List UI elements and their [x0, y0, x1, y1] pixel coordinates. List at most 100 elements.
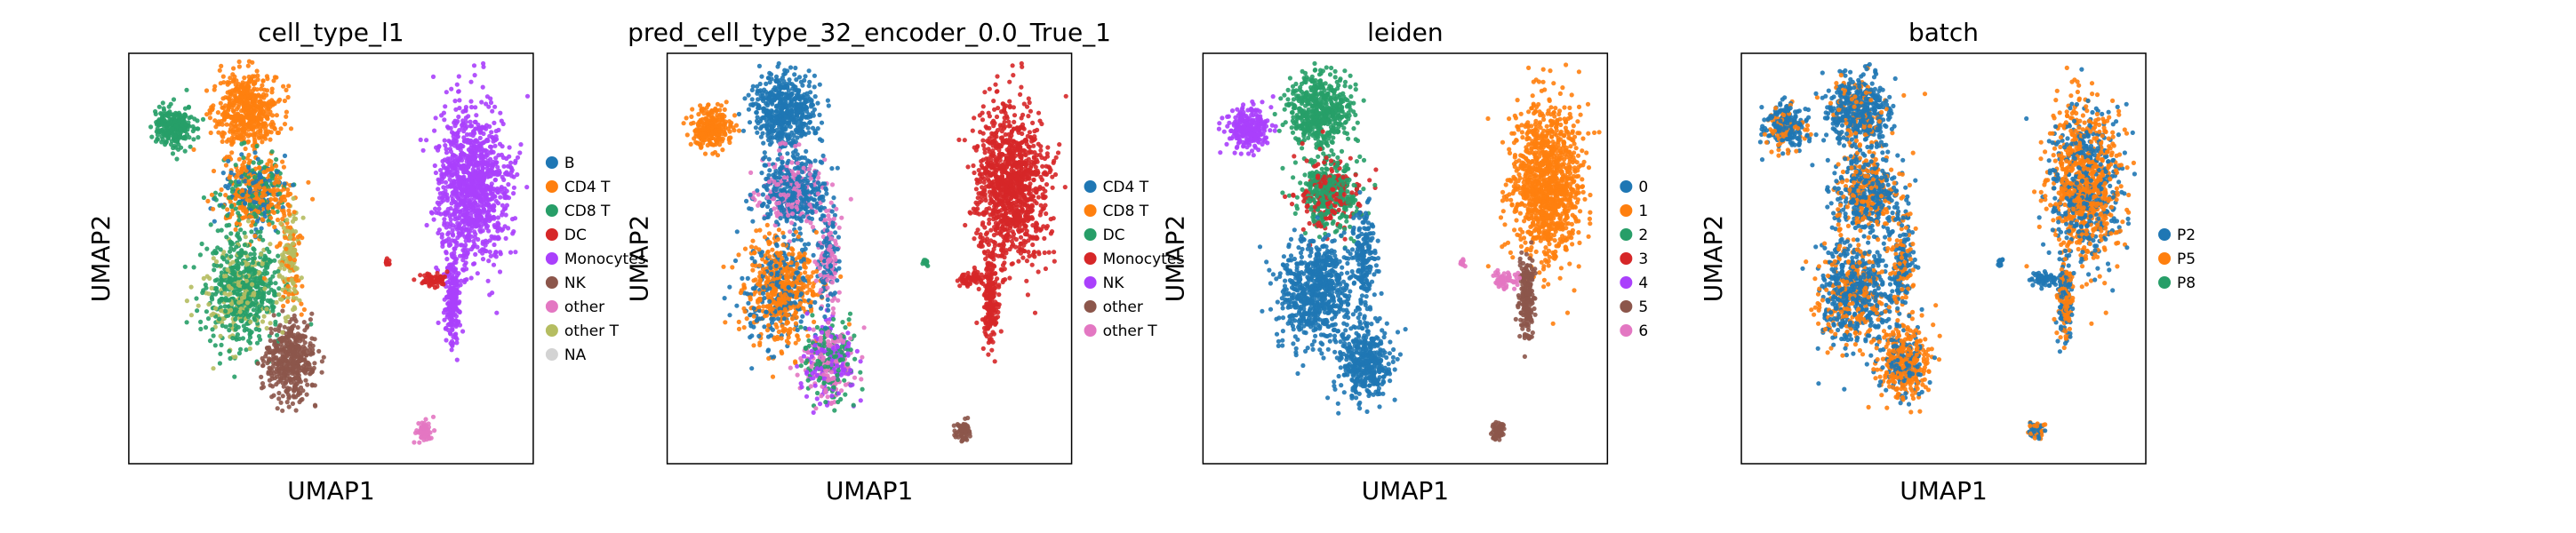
scatter-point: [481, 197, 486, 203]
scatter-point: [766, 156, 772, 162]
scatter-point: [218, 81, 223, 86]
scatter-point: [484, 101, 489, 107]
scatter-point: [222, 110, 228, 115]
scatter-point: [295, 325, 300, 330]
scatter-point: [485, 278, 491, 283]
scatter-point: [312, 383, 317, 388]
scatter-point: [252, 86, 257, 91]
scatter-point: [454, 185, 460, 190]
scatter-point: [233, 316, 238, 322]
scatter-point: [220, 255, 225, 260]
scatter-point: [277, 191, 283, 196]
scatter-point: [776, 131, 781, 137]
scatter-point: [422, 273, 428, 278]
scatter-point: [167, 109, 172, 115]
scatter-point: [497, 269, 503, 274]
scatter-point: [486, 208, 492, 213]
scatter-point: [283, 349, 289, 354]
scatter-point: [267, 281, 272, 286]
scatter-point: [817, 112, 822, 117]
scatter-point: [799, 121, 804, 126]
scatter-point: [245, 219, 252, 224]
scatter-point: [483, 248, 488, 254]
scatter-point: [296, 364, 301, 370]
scatter-point: [445, 232, 451, 237]
scatter-point: [292, 350, 297, 355]
scatter-point: [229, 98, 235, 103]
scatter-point: [204, 246, 210, 251]
scatter-point: [292, 210, 297, 215]
scatter-point: [198, 319, 204, 324]
scatter-point: [459, 227, 464, 232]
scatter-point: [255, 73, 260, 78]
scatter-point: [240, 192, 245, 197]
scatter-point: [209, 295, 214, 300]
scatter-point: [468, 192, 474, 198]
scatter-point: [826, 103, 831, 108]
scatter-point: [457, 106, 462, 111]
scatter-point: [759, 74, 764, 79]
scatter-point: [452, 137, 457, 142]
scatter-point: [228, 355, 233, 362]
scatter-point: [234, 123, 239, 129]
scatter-point: [281, 372, 286, 378]
scatter-point: [775, 64, 780, 69]
scatter-point: [506, 182, 511, 187]
scatter-point: [452, 246, 458, 251]
scatter-point: [714, 131, 719, 137]
scatter-point: [268, 137, 273, 142]
scatter-point: [723, 124, 728, 130]
scatter-point: [273, 281, 278, 286]
scatter-point: [204, 274, 210, 279]
scatter-point: [299, 397, 304, 402]
scatter-point: [243, 110, 248, 115]
scatter-point: [760, 131, 765, 136]
scatter-point: [483, 155, 488, 160]
scatter-point: [228, 254, 234, 259]
scatter-point: [835, 165, 840, 171]
scatter-point: [790, 138, 796, 143]
scatter-point: [457, 322, 463, 328]
scatter-point: [220, 171, 226, 176]
scatter-point: [293, 408, 299, 413]
scatter-point: [771, 87, 776, 92]
scatter-point: [224, 235, 229, 240]
scatter-point: [257, 185, 262, 190]
scatter-point: [218, 100, 223, 106]
scatter-point: [312, 402, 318, 408]
scatter-point: [235, 332, 240, 338]
scatter-point: [244, 210, 250, 215]
scatter-point: [300, 283, 305, 289]
scatter-point: [788, 124, 793, 130]
scatter-point: [450, 343, 455, 348]
scatter-point: [468, 147, 474, 153]
scatter-point: [484, 148, 490, 154]
scatter-point: [231, 265, 236, 270]
scatter-point: [227, 222, 232, 227]
scatter-point: [491, 262, 497, 267]
scatter-point: [829, 166, 835, 171]
scatter-point: [159, 134, 164, 139]
scatter-point: [480, 239, 485, 244]
legend-label: NA: [564, 346, 587, 364]
scatter-point: [462, 277, 468, 282]
scatter-point: [194, 296, 199, 301]
scatter-point: [306, 179, 311, 185]
scatter-point: [309, 311, 315, 316]
scatter-point: [765, 100, 771, 106]
scatter-point: [756, 106, 761, 111]
scatter-point: [261, 275, 267, 281]
scatter-point: [761, 140, 766, 146]
scatter-point: [276, 291, 282, 298]
scatter-point: [242, 102, 247, 107]
scatter-point: [237, 287, 243, 292]
scatter-point: [227, 175, 232, 180]
scatter-point: [285, 94, 291, 100]
scatter-point: [269, 394, 275, 400]
scatter-point: [278, 220, 284, 227]
scatter-point: [188, 313, 194, 318]
legend-label: other: [564, 298, 604, 316]
scatter-point: [449, 86, 454, 91]
scatter-point: [435, 283, 440, 290]
scatter-point: [285, 193, 291, 198]
